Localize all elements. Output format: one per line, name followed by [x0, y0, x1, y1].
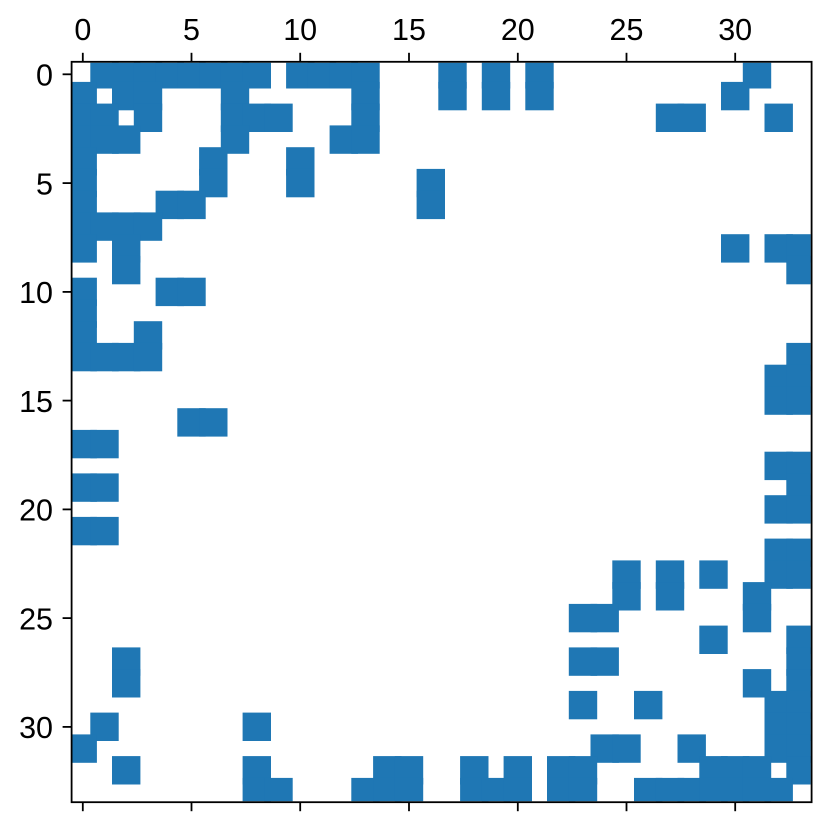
- svg-text:10: 10: [283, 13, 317, 47]
- svg-text:30: 30: [718, 13, 752, 47]
- svg-text:15: 15: [19, 385, 53, 419]
- svg-text:10: 10: [19, 276, 53, 310]
- svg-text:25: 25: [19, 602, 53, 636]
- svg-text:15: 15: [392, 13, 426, 47]
- svg-text:0: 0: [74, 13, 91, 47]
- svg-text:30: 30: [19, 711, 53, 745]
- svg-text:5: 5: [183, 13, 200, 47]
- svg-text:25: 25: [610, 13, 644, 47]
- svg-text:20: 20: [501, 13, 535, 47]
- svg-text:0: 0: [36, 59, 53, 93]
- svg-text:5: 5: [36, 167, 53, 201]
- svg-text:20: 20: [19, 494, 53, 528]
